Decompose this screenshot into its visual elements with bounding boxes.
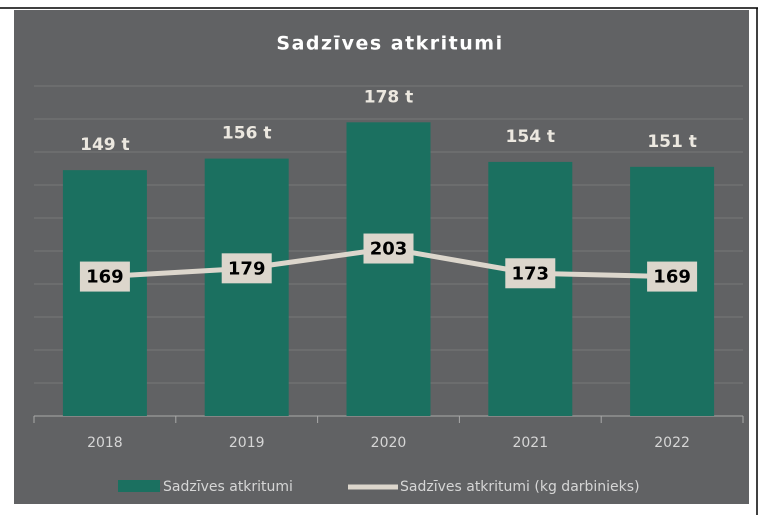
data-label: 203 xyxy=(370,239,408,260)
bar-label: 156 t xyxy=(222,124,272,144)
x-tick-label: 2020 xyxy=(371,435,407,451)
bar xyxy=(62,170,147,416)
data-label-box xyxy=(221,253,272,284)
x-tick-label: 2018 xyxy=(87,435,123,451)
data-label-box xyxy=(363,233,414,264)
data-label: 173 xyxy=(512,263,550,284)
data-label-box xyxy=(505,258,556,289)
bar-label: 151 t xyxy=(647,132,697,152)
x-tick-label: 2021 xyxy=(512,435,548,451)
bar xyxy=(488,161,573,416)
x-tick-label: 2022 xyxy=(654,435,690,451)
data-label: 169 xyxy=(653,267,691,288)
x-tick-label: 2019 xyxy=(229,435,265,451)
legend-label: Sadzīves atkritumi (kg darbinieks) xyxy=(400,479,640,495)
data-label-box xyxy=(79,261,130,292)
bar-label: 178 t xyxy=(364,87,414,107)
bar xyxy=(204,158,289,416)
data-label-box xyxy=(647,261,698,292)
chart-title: Sadzīves atkritumi xyxy=(276,33,503,55)
bar xyxy=(346,122,431,417)
legend-swatch xyxy=(118,480,160,492)
data-label: 179 xyxy=(228,258,266,279)
bar-label: 149 t xyxy=(80,135,130,155)
legend-label: Sadzīves atkritumi xyxy=(163,479,293,495)
data-label: 169 xyxy=(86,267,124,288)
bar-label: 154 t xyxy=(506,127,556,147)
